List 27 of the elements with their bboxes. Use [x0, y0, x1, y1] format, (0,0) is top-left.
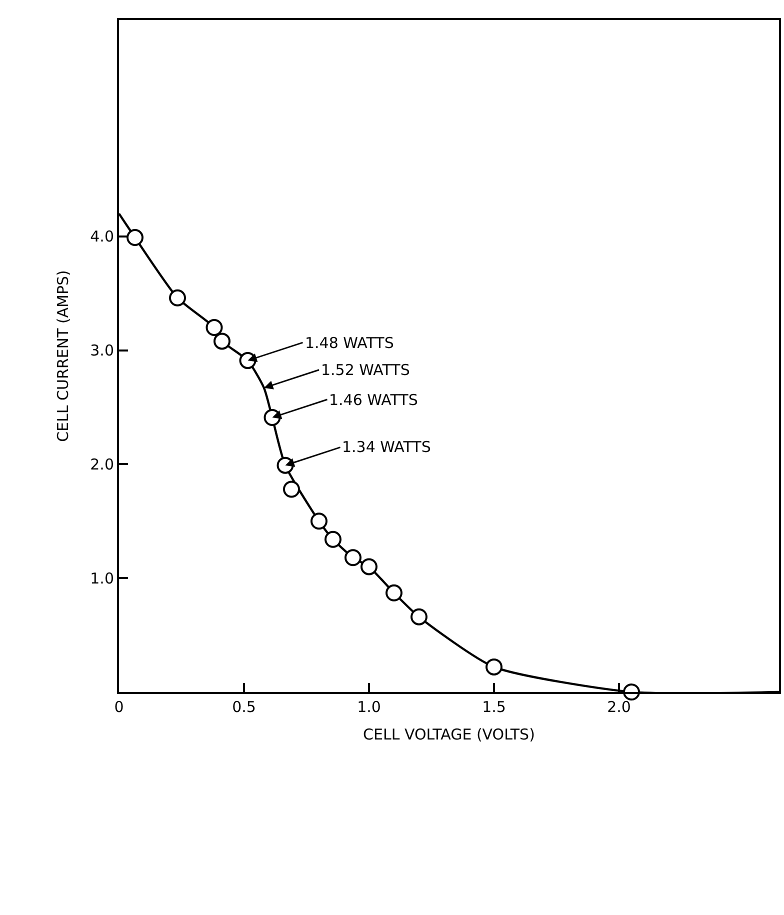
point	[214, 332, 230, 350]
x-tick-label: 1.5	[482, 698, 506, 716]
y-axis-title: CELL CURRENT (AMPS)	[54, 270, 72, 442]
point	[486, 658, 502, 676]
annotation: 1.34 WATTS	[342, 438, 431, 456]
x-tick-label: 0.5	[232, 698, 256, 716]
y-tick-label: 3.0	[90, 342, 114, 360]
point	[126, 229, 144, 246]
point	[283, 480, 300, 498]
point	[410, 608, 428, 626]
x-tick-label: 0	[114, 698, 124, 716]
y-tick-label: 2.0	[90, 455, 114, 474]
annotation: 1.52 WATTS	[321, 361, 410, 379]
point	[360, 558, 378, 576]
point	[344, 549, 362, 566]
point	[169, 289, 186, 306]
point	[386, 584, 402, 602]
point	[310, 512, 328, 530]
x-axis-title: CELL VOLTAGE (VOLTS)	[363, 726, 535, 744]
y-tick-label: 4.0	[90, 228, 114, 246]
point	[206, 319, 223, 336]
y-tick-label: 1.0	[90, 569, 114, 588]
x-tick-label: 1.0	[357, 698, 381, 716]
annotation: 1.48 WATTS	[305, 334, 394, 352]
x-tick-label: 2.0	[607, 698, 631, 716]
point	[324, 530, 342, 548]
annotation: 1.46 WATTS	[329, 391, 418, 409]
